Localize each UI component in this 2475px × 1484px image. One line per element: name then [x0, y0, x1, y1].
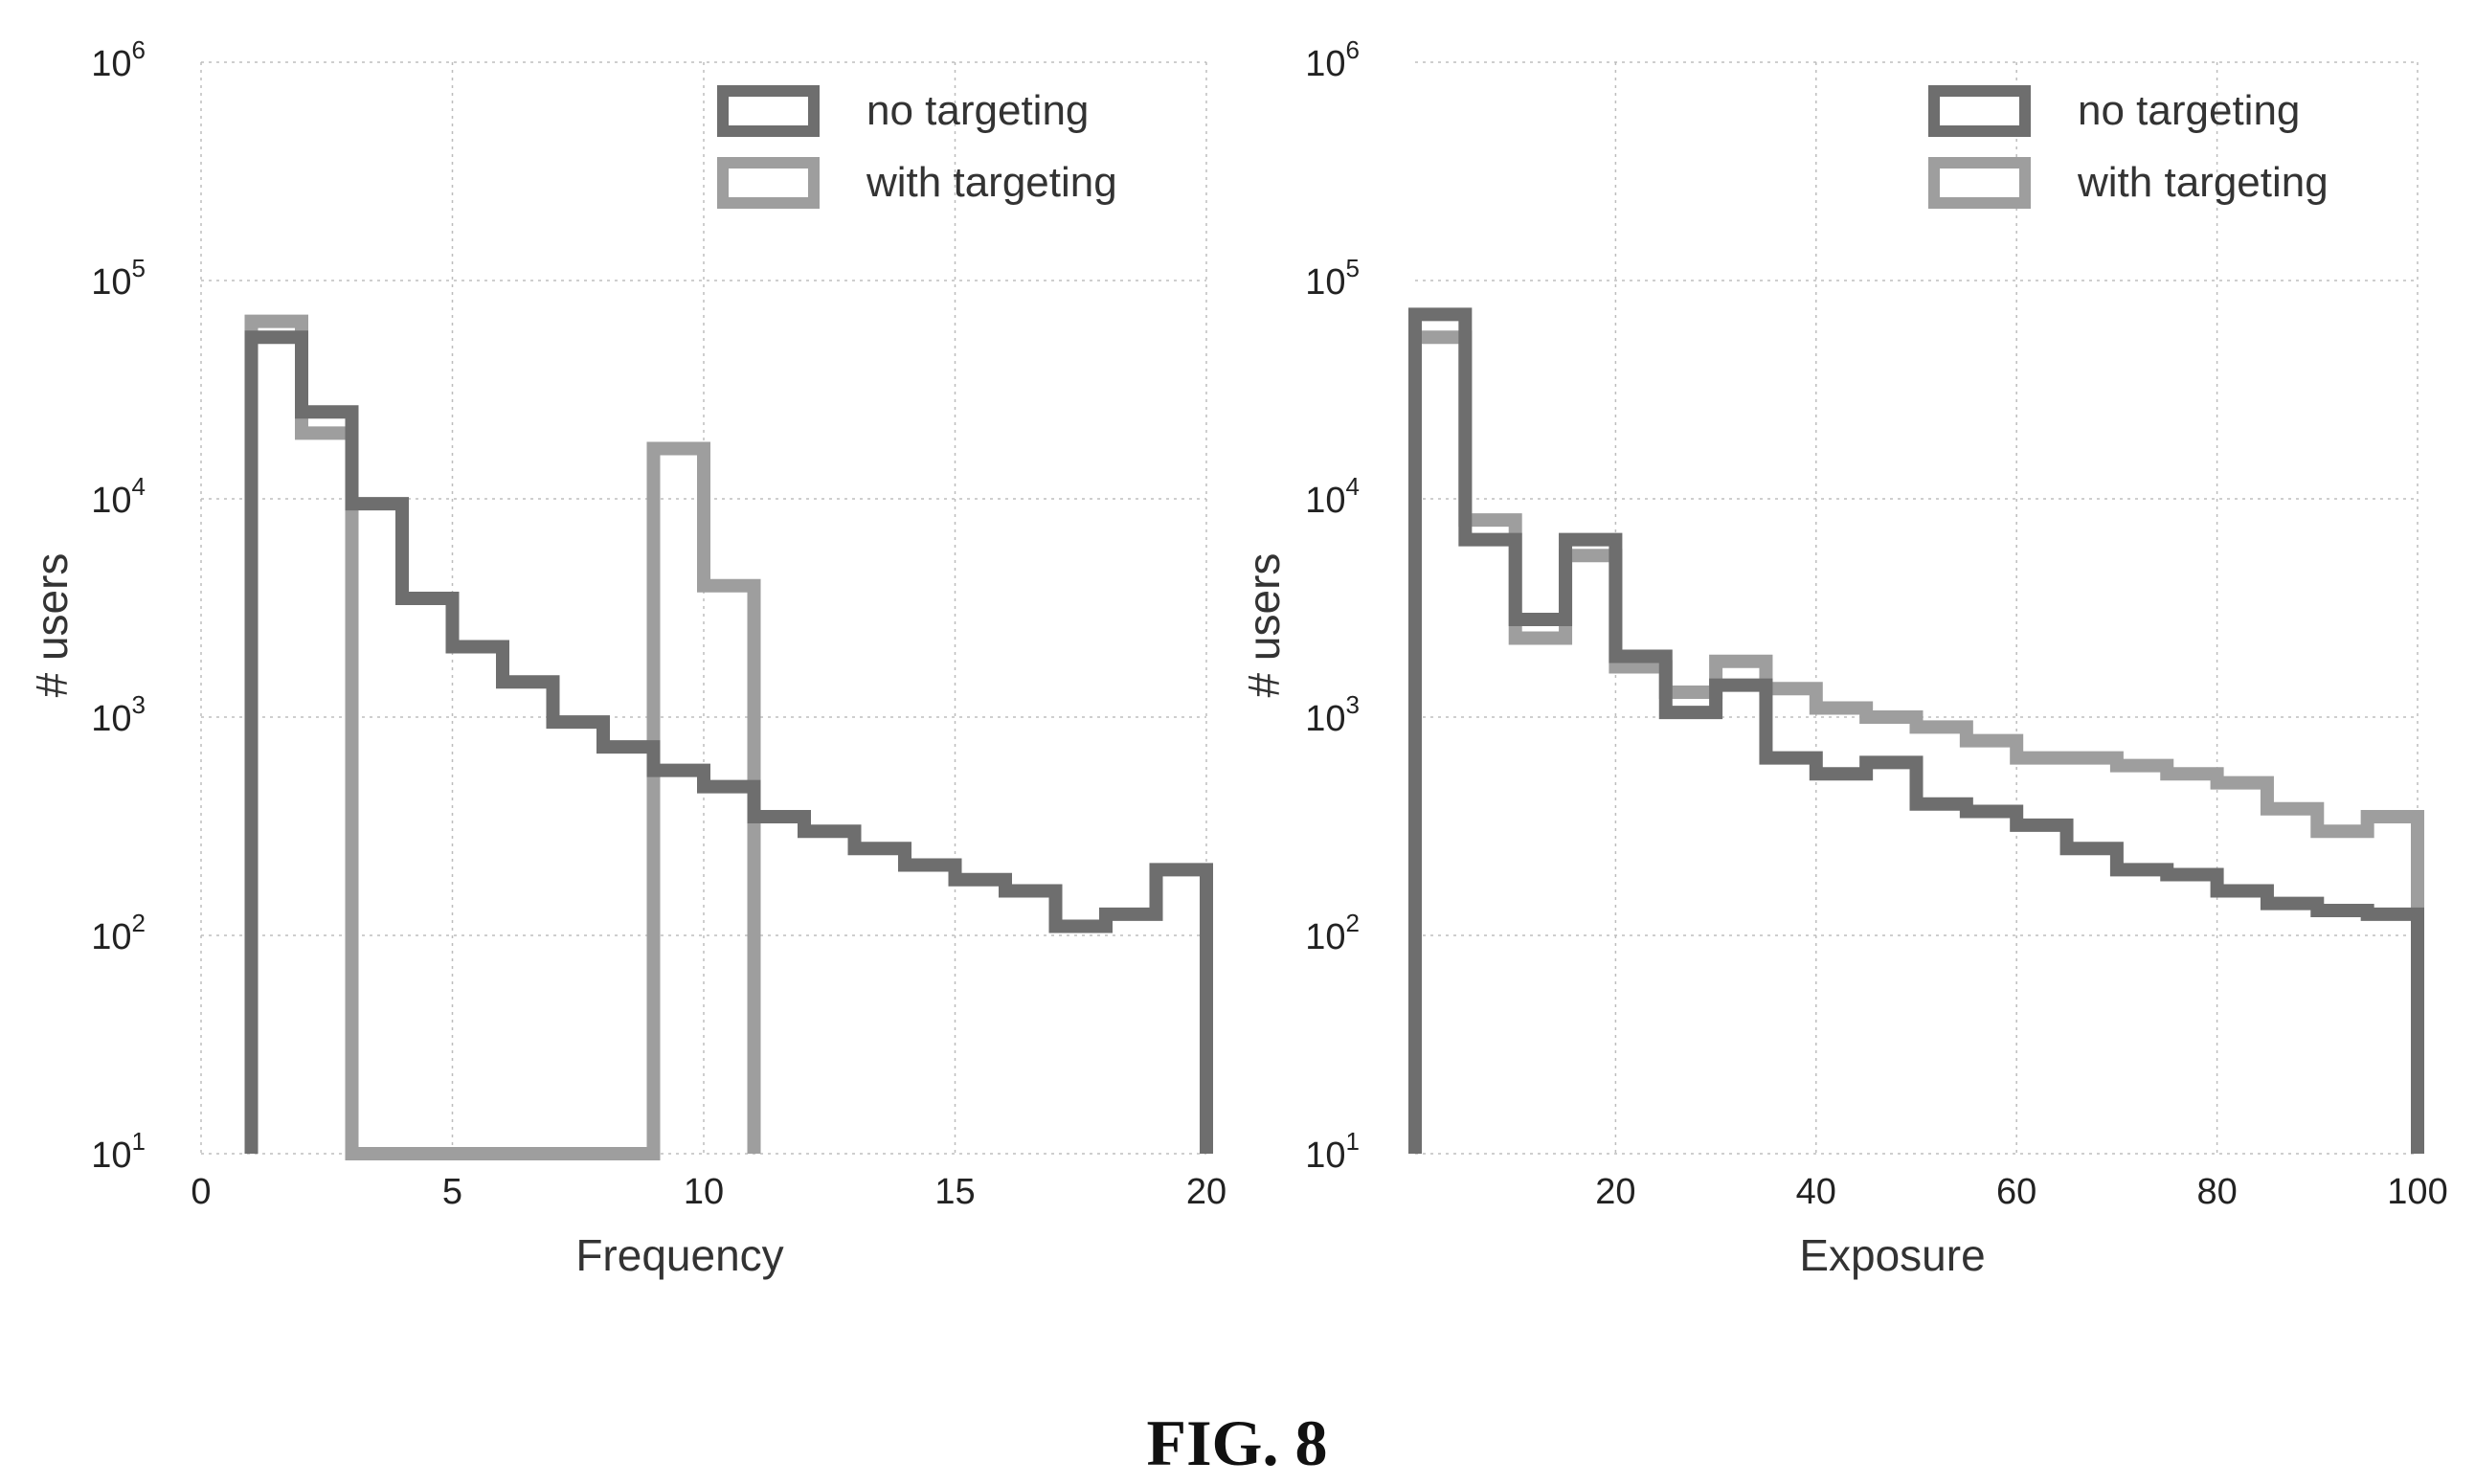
- legend-label: with targeting: [2077, 159, 2329, 206]
- x-tick-label: 0: [191, 1172, 211, 1212]
- histogram-series-no-targeting: [244, 330, 1213, 1154]
- y-tick-label: 103: [1305, 690, 1360, 739]
- x-tick-label: 100: [2387, 1172, 2447, 1212]
- x-tick-label: 5: [442, 1172, 462, 1212]
- legend-label: no targeting: [866, 87, 1089, 134]
- y-axis-label: # users: [1239, 553, 1289, 698]
- y-tick-label: 102: [1305, 909, 1360, 957]
- y-tick-label: 104: [1305, 472, 1360, 521]
- y-tick-label: 106: [91, 35, 146, 84]
- x-axis-label: Frequency: [575, 1230, 783, 1280]
- x-tick-label: 40: [1796, 1172, 1836, 1212]
- x-axis-label: Exposure: [1799, 1230, 1985, 1280]
- y-tick-label: 102: [91, 909, 146, 957]
- histogram-series-no-targeting: [1408, 307, 2424, 1154]
- y-tick-label: 103: [91, 690, 146, 739]
- y-tick-label: 104: [91, 472, 146, 521]
- legend-label: no targeting: [2078, 87, 2300, 134]
- x-tick-label: 60: [1996, 1172, 2036, 1212]
- y-tick-label: 105: [1305, 254, 1360, 303]
- y-axis-label: # users: [27, 553, 77, 698]
- histogram-series-with-targeting: [244, 314, 761, 1160]
- legend-swatch: [717, 85, 820, 137]
- x-tick-label: 20: [1595, 1172, 1635, 1212]
- x-tick-label: 15: [934, 1172, 975, 1212]
- x-tick-label: 80: [2196, 1172, 2237, 1212]
- legend-label: with targeting: [866, 159, 1117, 206]
- legend-swatch: [1928, 85, 2031, 137]
- y-tick-label: 101: [1305, 1127, 1360, 1176]
- legend-swatch: [717, 157, 820, 209]
- y-tick-label: 101: [91, 1127, 146, 1176]
- x-tick-label: 10: [684, 1172, 724, 1212]
- legend-swatch: [1928, 157, 2031, 209]
- histogram-series-with-targeting: [1408, 330, 2424, 1154]
- y-tick-label: 106: [1305, 35, 1360, 84]
- frequency-histogram-panel: 0 5 10 15 20 101 102 103 104 105 106 Frequency # use…: [27, 35, 1226, 1280]
- figure-caption: FIG. 8: [1147, 1406, 1328, 1479]
- exposure-histogram-panel: 20 40 60 80 100 101 102 103 104 105 106 Exposure # u…: [1239, 35, 2448, 1280]
- y-tick-label: 105: [91, 254, 146, 303]
- x-tick-label: 20: [1186, 1172, 1226, 1212]
